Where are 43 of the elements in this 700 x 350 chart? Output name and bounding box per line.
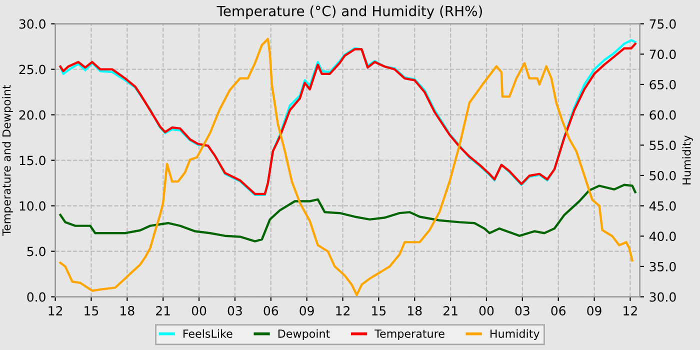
legend-label: Humidity: [490, 329, 540, 340]
x-tick-label: 21: [444, 306, 458, 316]
line-series: [59, 184, 636, 242]
y2-tick-label: 30.0: [650, 292, 676, 302]
y-tick-label: 0.0: [27, 292, 46, 302]
x-tick-label: 18: [120, 306, 134, 316]
x-tick-label: 00: [479, 306, 494, 316]
x-tick-label: 06: [551, 306, 566, 316]
x-tick-label: 15: [84, 306, 98, 316]
y2-axis-title: Humidity: [682, 135, 693, 184]
y-tick-label: 25.0: [19, 64, 46, 74]
line-series: [59, 38, 634, 296]
y-tick-label: 30.0: [19, 19, 46, 29]
x-tick-label: 09: [300, 306, 314, 316]
x-tick-label: 03: [228, 306, 242, 316]
x-tick-label: 15: [372, 306, 386, 316]
y-tick-label: 15.0: [20, 156, 46, 166]
x-tick-label: 12: [624, 306, 637, 316]
y2-tick-label: 45.0: [649, 201, 676, 211]
x-tick-label: 09: [587, 306, 602, 316]
y2-tick-label: 55.0: [650, 140, 676, 150]
y-tick-label: 20.0: [19, 110, 46, 120]
x-tick-label: 12: [336, 306, 350, 316]
y2-tick-label: 65.0: [650, 80, 676, 90]
x-tick-label: 12: [48, 306, 62, 316]
y2-tick-label: 35.0: [650, 262, 676, 272]
y2-tick-label: 50.0: [650, 170, 676, 180]
y-tick-label: 10.0: [20, 201, 46, 211]
y2-tick-label: 75.0: [650, 19, 676, 29]
y-tick-label: 5.0: [27, 246, 46, 256]
legend-label: Dewpoint: [278, 329, 330, 340]
y2-tick-label: 40.0: [649, 232, 676, 242]
x-tick-label: 21: [156, 306, 170, 316]
x-tick-label: 03: [515, 306, 530, 316]
legend-label: Temperature: [374, 330, 444, 340]
x-tick-label: 06: [264, 306, 278, 316]
chart-title: Temperature (°C) and Humidity (RH%): [216, 6, 482, 19]
x-tick-label: 00: [192, 306, 206, 316]
y-axis-title: Temperature and Dewpoint: [2, 84, 13, 236]
legend-label: FeelsLike: [184, 329, 232, 338]
x-tick-label: 18: [408, 306, 422, 316]
y2-tick-label: 70.0: [650, 50, 676, 60]
y2-tick-label: 60.0: [650, 110, 676, 120]
